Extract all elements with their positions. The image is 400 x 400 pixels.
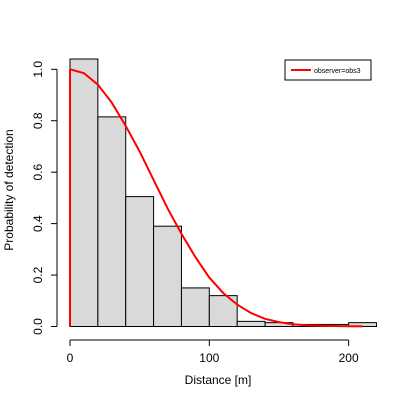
legend-label-observer-obs3: observer=obs3: [314, 68, 361, 75]
histogram-bar-2: [125, 196, 155, 327]
y-tick-label-0: 0.0: [31, 318, 45, 335]
histogram-bar-0: [69, 58, 99, 327]
histogram-bar-6: [236, 320, 266, 328]
histogram-bar-3: [153, 225, 182, 327]
histogram-bars: [69, 58, 377, 328]
x-tick-label-1: 100: [199, 351, 219, 365]
x-axis: 0 100 200: [67, 339, 359, 365]
y-axis: 0.0 0.2 0.4 0.6 0.8 1.0: [31, 61, 58, 335]
y-tick-label-5: 1.0: [31, 61, 45, 78]
y-tick-label-2: 0.4: [31, 215, 45, 232]
detection-curve-group: [69, 68, 363, 328]
detection-curve-line: [69, 68, 363, 328]
histogram-bar-1: [97, 116, 127, 328]
y-tick-label-3: 0.6: [31, 164, 45, 181]
x-tick-label-0: 0: [67, 351, 74, 365]
legend: observer=obs3: [284, 59, 372, 81]
y-tick-label-1: 0.2: [31, 266, 45, 283]
legend-box: [284, 59, 372, 81]
histogram-bar-4: [180, 287, 210, 328]
x-axis-label: Distance [m]: [185, 373, 252, 387]
y-axis-label: Probability of detection: [2, 129, 16, 250]
x-tick-label-2: 200: [339, 351, 359, 365]
y-tick-label-4: 0.8: [31, 112, 45, 129]
